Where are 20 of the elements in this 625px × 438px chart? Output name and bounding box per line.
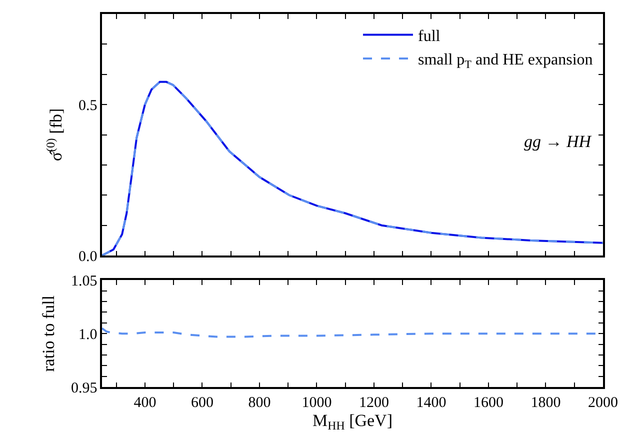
y-tick-label: 0.5 xyxy=(78,98,98,114)
annotation: gg → HH xyxy=(524,132,593,151)
x-tick-label: 400 xyxy=(134,394,156,411)
legend-label: small p$_{T}$ and HE expansion xyxy=(418,52,593,72)
x-tick-label: 2000 xyxy=(588,394,618,411)
x-axis-title: M$_{HH}$ [GeV] xyxy=(312,410,392,432)
x-tick-label: 600 xyxy=(190,394,214,411)
x-tick-label: 1400 xyxy=(416,394,446,411)
legend-label: full xyxy=(418,28,441,45)
x-tick-label: 800 xyxy=(248,394,271,411)
y-tick-label: 1.0 xyxy=(78,326,98,343)
y-tick-label: 0.0 xyxy=(78,248,98,265)
x-tick-label: 1200 xyxy=(358,394,389,411)
x-tick-label: 1600 xyxy=(473,394,504,411)
x-tick-label: 1000 xyxy=(302,394,332,411)
x-tick-label: 1800 xyxy=(530,394,561,411)
line-series xyxy=(102,80,603,256)
y-tick-label: 0.95 xyxy=(71,380,98,396)
y-axis-title: ratio to full xyxy=(39,295,58,372)
y-tick-label: 1.05 xyxy=(71,273,98,290)
